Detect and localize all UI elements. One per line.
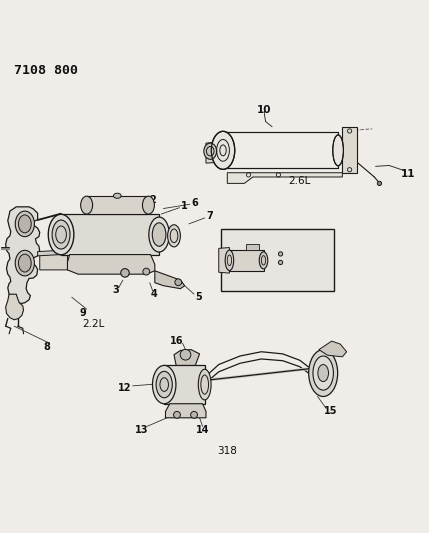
Text: 5: 5	[195, 292, 202, 302]
Polygon shape	[38, 251, 61, 256]
Text: 1: 1	[181, 201, 188, 211]
Ellipse shape	[48, 214, 74, 255]
Ellipse shape	[18, 215, 31, 233]
Ellipse shape	[156, 372, 172, 398]
Ellipse shape	[152, 366, 176, 403]
Bar	[223, 132, 338, 168]
Text: 7108 800: 7108 800	[14, 64, 78, 77]
Ellipse shape	[198, 369, 211, 400]
Polygon shape	[227, 173, 342, 183]
Ellipse shape	[15, 251, 34, 276]
Polygon shape	[342, 127, 357, 173]
Bar	[164, 366, 205, 403]
Bar	[230, 250, 263, 271]
Ellipse shape	[168, 225, 181, 247]
Ellipse shape	[204, 143, 217, 159]
Ellipse shape	[81, 196, 93, 214]
Ellipse shape	[190, 411, 197, 418]
Polygon shape	[67, 255, 155, 274]
Bar	[87, 196, 148, 214]
Polygon shape	[6, 207, 40, 304]
Ellipse shape	[121, 269, 129, 277]
Text: 2.2L: 2.2L	[82, 319, 104, 329]
Text: 13: 13	[134, 425, 148, 435]
Ellipse shape	[149, 217, 169, 252]
Text: 15: 15	[324, 407, 337, 416]
Text: 11: 11	[401, 169, 416, 179]
Ellipse shape	[309, 350, 338, 397]
Text: 6: 6	[191, 198, 198, 207]
Text: 18: 18	[289, 279, 302, 288]
Polygon shape	[6, 294, 24, 320]
Text: 2.6L: 2.6L	[289, 176, 311, 186]
Ellipse shape	[174, 411, 181, 418]
Ellipse shape	[52, 220, 70, 249]
Ellipse shape	[175, 279, 181, 286]
Ellipse shape	[378, 181, 381, 185]
Text: 9: 9	[80, 308, 87, 318]
Ellipse shape	[152, 223, 166, 246]
Text: 318: 318	[218, 446, 237, 456]
Polygon shape	[219, 247, 230, 273]
Ellipse shape	[225, 250, 234, 271]
Text: 12: 12	[118, 383, 132, 393]
Polygon shape	[319, 341, 347, 357]
Text: 14: 14	[196, 425, 209, 435]
Polygon shape	[38, 213, 61, 221]
Text: 10: 10	[257, 105, 272, 115]
Bar	[61, 214, 159, 255]
Text: 2: 2	[149, 196, 156, 205]
Ellipse shape	[318, 365, 329, 382]
Ellipse shape	[143, 268, 150, 275]
Ellipse shape	[278, 260, 283, 264]
Ellipse shape	[142, 196, 154, 214]
Polygon shape	[40, 254, 67, 270]
Ellipse shape	[313, 356, 333, 390]
Polygon shape	[155, 271, 184, 289]
Text: 4: 4	[151, 289, 157, 299]
Text: 17: 17	[232, 279, 244, 288]
Polygon shape	[206, 142, 224, 163]
Ellipse shape	[259, 252, 268, 269]
Ellipse shape	[15, 211, 34, 237]
Bar	[223, 132, 338, 168]
Ellipse shape	[180, 350, 191, 360]
Ellipse shape	[114, 193, 121, 198]
Polygon shape	[174, 350, 199, 366]
Text: 8: 8	[44, 342, 51, 352]
Ellipse shape	[333, 135, 344, 166]
Ellipse shape	[278, 252, 283, 256]
Text: 3: 3	[112, 285, 119, 295]
Bar	[221, 229, 334, 291]
Polygon shape	[166, 403, 206, 418]
Text: 19: 19	[308, 236, 321, 245]
Polygon shape	[247, 244, 259, 250]
Ellipse shape	[18, 254, 31, 272]
Text: 16: 16	[170, 336, 184, 346]
Ellipse shape	[211, 131, 235, 169]
Text: 7: 7	[206, 211, 213, 221]
